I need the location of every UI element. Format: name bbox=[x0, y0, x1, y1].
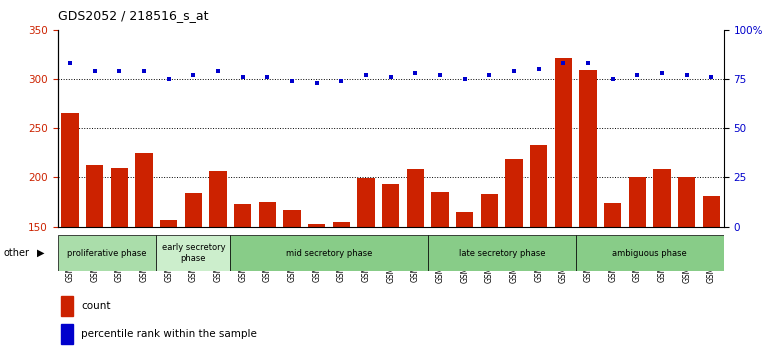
Point bbox=[631, 73, 644, 78]
Text: ▶: ▶ bbox=[37, 248, 45, 258]
Point bbox=[162, 76, 175, 82]
Point bbox=[89, 69, 101, 74]
Point bbox=[212, 69, 224, 74]
Bar bbox=[185, 193, 202, 227]
Point bbox=[484, 73, 496, 78]
Bar bbox=[678, 177, 695, 227]
Point bbox=[64, 61, 76, 66]
Bar bbox=[160, 220, 177, 227]
Point bbox=[705, 74, 718, 80]
Point bbox=[261, 74, 273, 80]
Text: GDS2052 / 218516_s_at: GDS2052 / 218516_s_at bbox=[58, 9, 208, 22]
Bar bbox=[382, 184, 400, 227]
Point bbox=[557, 61, 570, 66]
Bar bbox=[136, 153, 152, 227]
Point bbox=[236, 74, 249, 80]
Text: other: other bbox=[4, 248, 30, 258]
Bar bbox=[580, 70, 597, 227]
Point bbox=[582, 61, 594, 66]
Text: ambiguous phase: ambiguous phase bbox=[612, 249, 687, 258]
Point bbox=[187, 73, 199, 78]
Text: mid secretory phase: mid secretory phase bbox=[286, 249, 372, 258]
Bar bbox=[428, 235, 576, 271]
Bar bbox=[703, 196, 720, 227]
Bar bbox=[283, 210, 301, 227]
Point bbox=[360, 73, 372, 78]
Bar bbox=[62, 113, 79, 227]
Point bbox=[384, 74, 397, 80]
Point bbox=[656, 70, 668, 76]
Bar bbox=[111, 168, 128, 227]
Point bbox=[459, 76, 471, 82]
Bar bbox=[431, 192, 449, 227]
Bar bbox=[576, 235, 724, 271]
Bar bbox=[604, 203, 621, 227]
Bar bbox=[407, 169, 424, 227]
Point bbox=[508, 69, 521, 74]
Text: late secretory phase: late secretory phase bbox=[458, 249, 545, 258]
Point bbox=[286, 78, 298, 84]
Text: proliferative phase: proliferative phase bbox=[67, 249, 147, 258]
Point bbox=[410, 70, 422, 76]
Text: count: count bbox=[81, 301, 111, 311]
Point bbox=[113, 69, 126, 74]
Bar bbox=[61, 296, 73, 316]
Bar bbox=[58, 235, 156, 271]
Point bbox=[434, 73, 447, 78]
Bar bbox=[456, 212, 474, 227]
Point bbox=[335, 78, 347, 84]
Text: percentile rank within the sample: percentile rank within the sample bbox=[81, 330, 257, 339]
Bar bbox=[230, 235, 428, 271]
Text: early secretory
phase: early secretory phase bbox=[162, 244, 226, 263]
Point bbox=[310, 80, 323, 86]
Bar bbox=[505, 159, 523, 227]
Point bbox=[533, 67, 545, 72]
Point bbox=[607, 76, 619, 82]
Bar bbox=[531, 145, 547, 227]
Bar bbox=[357, 178, 375, 227]
Bar bbox=[86, 165, 103, 227]
Bar bbox=[480, 194, 498, 227]
Point bbox=[681, 73, 693, 78]
Bar bbox=[156, 235, 230, 271]
Bar bbox=[308, 224, 326, 227]
Bar bbox=[209, 171, 226, 227]
Bar bbox=[333, 222, 350, 227]
Bar bbox=[629, 177, 646, 227]
Bar bbox=[555, 58, 572, 227]
Bar bbox=[234, 204, 251, 227]
Point bbox=[138, 69, 150, 74]
Bar bbox=[654, 169, 671, 227]
Bar bbox=[61, 324, 73, 344]
Bar bbox=[259, 202, 276, 227]
